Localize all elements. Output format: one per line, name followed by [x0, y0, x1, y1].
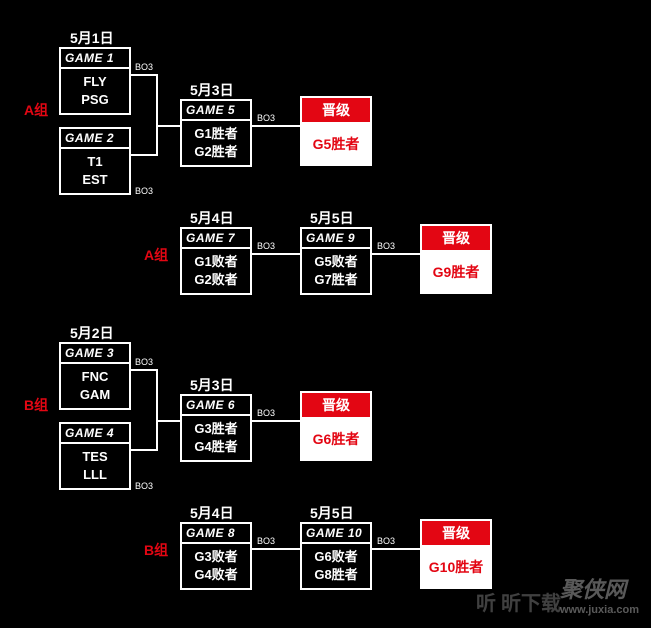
game3-team1: FNC: [65, 368, 125, 386]
qualify-header-3: 晋级: [302, 393, 370, 419]
game3-team2: GAM: [65, 386, 125, 404]
qualify-g5-box: 晋级 G5胜者: [300, 96, 372, 166]
game7-team2: G2败者: [186, 271, 246, 289]
bo3-g10: BO3: [377, 536, 395, 546]
game6-header: GAME 6: [182, 396, 250, 416]
group-a-label-2: A组: [144, 245, 168, 265]
game7-box: GAME 7 G1败者 G2败者: [180, 227, 252, 295]
game2-box: GAME 2 T1 EST: [59, 127, 131, 195]
game8-box: GAME 8 G3败者 G4败者: [180, 522, 252, 590]
bo3-g4: BO3: [135, 481, 153, 491]
game5-box: GAME 5 G1胜者 G2胜者: [180, 99, 252, 167]
game6-team2: G4胜者: [186, 438, 246, 456]
game10-team2: G8胜者: [306, 566, 366, 584]
game8-header: GAME 8: [182, 524, 250, 544]
game9-team2: G7胜者: [306, 271, 366, 289]
date-label-d3-b: 5月3日: [190, 375, 234, 395]
game1-team2: PSG: [65, 91, 125, 109]
watermark-site1-url: www.juxia.com: [560, 604, 639, 616]
qualify-g6-box: 晋级 G6胜者: [300, 391, 372, 461]
game1-box: GAME 1 FLY PSG: [59, 47, 131, 115]
game9-header: GAME 9: [302, 229, 370, 249]
qualify-header-4: 晋级: [422, 521, 490, 547]
group-a-label-1: A组: [24, 100, 48, 120]
game4-box: GAME 4 TES LLL: [59, 422, 131, 490]
watermark-site1-text: 聚侠网: [560, 577, 626, 602]
qualify-g10-winner: G10胜者: [422, 547, 490, 587]
game10-box: GAME 10 G6败者 G8胜者: [300, 522, 372, 590]
bo3-g1: BO3: [135, 62, 153, 72]
game9-team1: G5败者: [306, 253, 366, 271]
bo3-g6: BO3: [257, 408, 275, 418]
watermark-site1: 聚侠网 www.juxia.com: [560, 572, 639, 616]
qualify-g5-winner: G5胜者: [302, 124, 370, 164]
game7-team1: G1败者: [186, 253, 246, 271]
game8-team2: G4败者: [186, 566, 246, 584]
bo3-g7: BO3: [257, 241, 275, 251]
game5-header: GAME 5: [182, 101, 250, 121]
date-label-d4-a: 5月4日: [190, 208, 234, 228]
game10-team1: G6败者: [306, 548, 366, 566]
game2-team1: T1: [65, 153, 125, 171]
game3-header: GAME 3: [61, 344, 129, 364]
game3-box: GAME 3 FNC GAM: [59, 342, 131, 410]
game9-box: GAME 9 G5败者 G7胜者: [300, 227, 372, 295]
group-b-label-2: B组: [144, 540, 168, 560]
game4-header: GAME 4: [61, 424, 129, 444]
game10-header: GAME 10: [302, 524, 370, 544]
game1-header: GAME 1: [61, 49, 129, 69]
date-label-d5-a: 5月5日: [310, 208, 354, 228]
bo3-g9: BO3: [377, 241, 395, 251]
qualify-header-1: 晋级: [302, 98, 370, 124]
qualify-g9-box: 晋级 G9胜者: [420, 224, 492, 294]
date-label-d5-b: 5月5日: [310, 503, 354, 523]
game5-team2: G2胜者: [186, 143, 246, 161]
game2-team2: EST: [65, 171, 125, 189]
bo3-g5: BO3: [257, 113, 275, 123]
game6-team1: G3胜者: [186, 420, 246, 438]
bo3-g8: BO3: [257, 536, 275, 546]
date-label-d1: 5月1日: [70, 28, 114, 48]
bo3-g3: BO3: [135, 357, 153, 367]
game6-box: GAME 6 G3胜者 G4胜者: [180, 394, 252, 462]
qualify-g9-winner: G9胜者: [422, 252, 490, 292]
qualify-header-2: 晋级: [422, 226, 490, 252]
qualify-g6-winner: G6胜者: [302, 419, 370, 459]
bo3-g2: BO3: [135, 186, 153, 196]
date-label-d2: 5月2日: [70, 323, 114, 343]
game4-team1: TES: [65, 448, 125, 466]
game5-team1: G1胜者: [186, 125, 246, 143]
game7-header: GAME 7: [182, 229, 250, 249]
game1-team1: FLY: [65, 73, 125, 91]
watermark-site2: 听 昕下载: [476, 587, 561, 616]
date-label-d4-b: 5月4日: [190, 503, 234, 523]
group-b-label-1: B组: [24, 395, 48, 415]
game4-team2: LLL: [65, 466, 125, 484]
date-label-d3-a: 5月3日: [190, 80, 234, 100]
game2-header: GAME 2: [61, 129, 129, 149]
game8-team1: G3败者: [186, 548, 246, 566]
qualify-g10-box: 晋级 G10胜者: [420, 519, 492, 589]
